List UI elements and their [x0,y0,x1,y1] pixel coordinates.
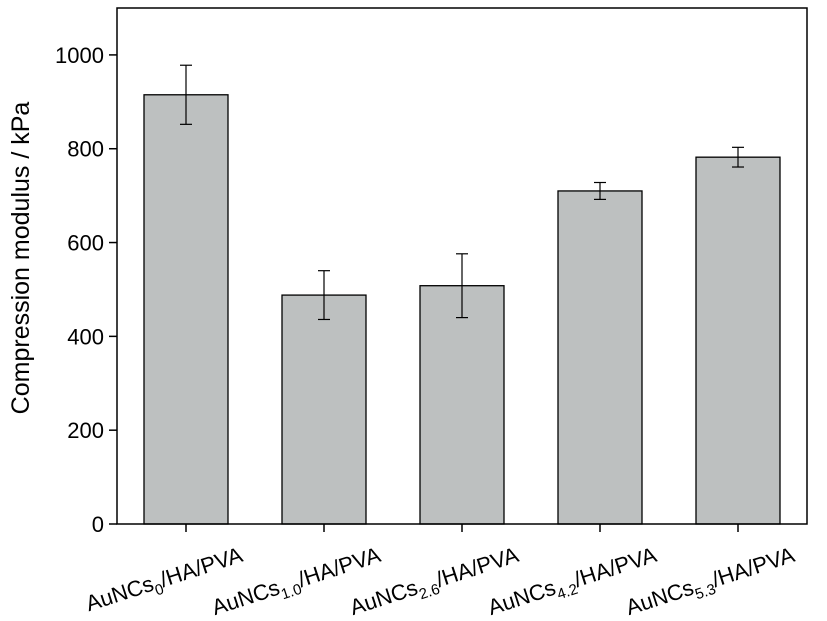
category-main: AuNCs [623,575,697,620]
bar [557,190,643,525]
plot-frame [116,7,808,525]
bar [419,285,505,525]
category-suffix: /HA/PVA [295,542,384,592]
category-subscript: 4.2 [555,581,580,604]
category-subscript: 5.3 [693,581,718,604]
category-main: AuNCs [83,571,157,616]
y-axis: 0 200 400 600 800 1000 [55,43,117,537]
category-suffix: /HA/PVA [571,542,660,592]
category-suffix: /HA/PVA [709,542,798,592]
category-main: AuNCs [209,575,283,620]
category-suffix: /HA/PVA [157,542,246,592]
bar [695,156,781,525]
category-main: AuNCs [347,575,421,620]
y-axis-title: Compression modulus / kPa [7,102,35,415]
y-tick-label: 1000 [55,43,104,68]
category-main: AuNCs [485,575,559,620]
y-tick-label: 800 [67,137,104,162]
error-bars-group [180,64,744,321]
category-subscript: 1.0 [279,581,304,604]
y-tick-label: 600 [67,231,104,256]
bar [281,294,367,525]
y-tick-label: 400 [67,324,104,349]
category-subscript: 2.6 [417,581,442,604]
y-tick-label: 200 [67,418,104,443]
x-axis: AuNCs0/HA/PVAAuNCs1.0/HA/PVAAuNCs2.6/HA/… [83,524,798,620]
y-tick-label: 0 [92,512,104,537]
category-suffix: /HA/PVA [433,542,522,592]
bar [143,94,229,525]
